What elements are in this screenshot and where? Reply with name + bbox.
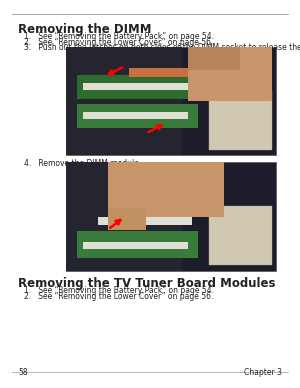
Text: 2.   See “Removing the Lower Cover” on page 56.: 2. See “Removing the Lower Cover” on pag…: [24, 292, 213, 301]
FancyBboxPatch shape: [108, 162, 224, 217]
FancyBboxPatch shape: [209, 90, 272, 150]
FancyBboxPatch shape: [66, 47, 276, 155]
FancyBboxPatch shape: [108, 208, 146, 230]
FancyBboxPatch shape: [140, 199, 198, 208]
FancyBboxPatch shape: [129, 68, 202, 77]
Text: 58: 58: [18, 368, 28, 377]
FancyBboxPatch shape: [98, 217, 192, 225]
FancyBboxPatch shape: [188, 47, 272, 101]
FancyBboxPatch shape: [66, 162, 276, 271]
Text: 1.   See “Removing the Battery Pack” on page 54.: 1. See “Removing the Battery Pack” on pa…: [24, 286, 214, 295]
Text: Removing the DIMM: Removing the DIMM: [18, 23, 152, 36]
FancyBboxPatch shape: [83, 83, 188, 90]
Text: 2.   See “Removing the Lower Cover” on page 56..: 2. See “Removing the Lower Cover” on pag…: [24, 38, 216, 47]
FancyBboxPatch shape: [66, 47, 182, 155]
FancyBboxPatch shape: [76, 104, 198, 128]
FancyBboxPatch shape: [83, 112, 188, 120]
Text: 4.   Remove the DIMM module.: 4. Remove the DIMM module.: [24, 159, 141, 168]
Text: Chapter 3: Chapter 3: [244, 368, 282, 377]
Text: 3.   Push out the latches on both sides of the DIMM socket to release the DIMM.: 3. Push out the latches on both sides of…: [24, 43, 300, 52]
FancyBboxPatch shape: [209, 206, 272, 265]
FancyBboxPatch shape: [76, 230, 198, 258]
Text: 1.   See “Removing the Battery Pack” on page 54.: 1. See “Removing the Battery Pack” on pa…: [24, 32, 214, 41]
FancyBboxPatch shape: [83, 242, 188, 249]
Text: Removing the TV Tuner Board Modules: Removing the TV Tuner Board Modules: [18, 277, 275, 291]
FancyBboxPatch shape: [76, 75, 198, 99]
FancyBboxPatch shape: [188, 47, 240, 71]
FancyBboxPatch shape: [66, 162, 182, 271]
